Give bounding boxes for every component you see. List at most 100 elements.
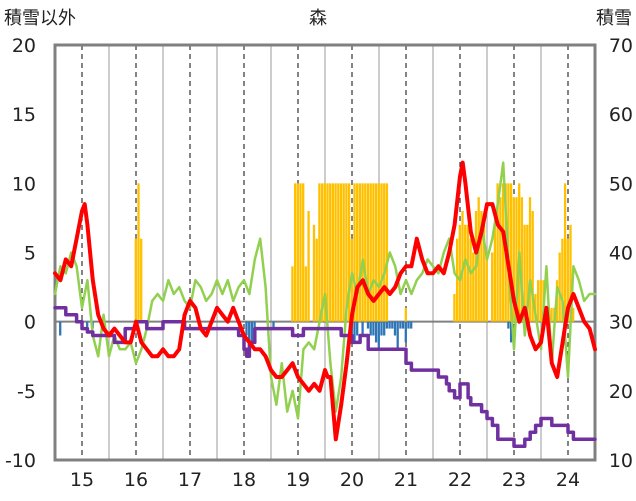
left-axis-label: 積雪以外 <box>4 8 76 29</box>
x-tick-label: 21 <box>394 469 418 491</box>
blue-bar <box>356 321 359 336</box>
blue-bar <box>407 321 410 329</box>
orange-bar <box>304 266 308 322</box>
orange-bar <box>550 307 553 322</box>
right-tick-label: 70 <box>609 35 633 57</box>
orange-bar <box>526 224 529 322</box>
orange-bar <box>404 307 407 322</box>
orange-bar <box>353 183 356 322</box>
x-tick-label: 19 <box>286 469 310 491</box>
blue-bar <box>372 321 375 336</box>
blue-bar <box>393 321 397 336</box>
x-tick-label: 23 <box>502 469 526 491</box>
blue-bar <box>404 321 407 343</box>
orange-bar <box>455 238 459 322</box>
orange-bar <box>326 183 329 322</box>
blue-bar <box>401 321 405 329</box>
orange-bar <box>364 183 367 322</box>
blue-bar <box>366 321 370 329</box>
blue-bar <box>383 321 386 336</box>
blue-bar <box>86 321 89 329</box>
bars <box>59 183 575 357</box>
orange-bar <box>496 183 499 322</box>
left-tick-label: 0 <box>24 312 36 334</box>
left-tick-label: 10 <box>12 173 36 195</box>
orange-bar <box>493 224 497 322</box>
orange-bar <box>466 224 470 322</box>
orange-bar <box>345 183 348 322</box>
orange-bar <box>569 224 572 322</box>
orange-bar <box>485 252 488 322</box>
orange-bar <box>499 197 502 322</box>
blue-bar <box>250 321 254 343</box>
orange-bar <box>480 211 483 322</box>
orange-bar <box>361 183 364 322</box>
right-tick-label: 30 <box>609 312 633 334</box>
plot-frame <box>53 43 597 462</box>
orange-bar <box>523 224 526 322</box>
right-tick-label: 40 <box>609 243 633 265</box>
series-lines <box>53 160 597 448</box>
right-axis-label: 積雪 <box>596 8 632 29</box>
blue-bar <box>253 321 256 329</box>
right-tick-label: 60 <box>609 104 633 126</box>
x-tick-label: 20 <box>340 469 364 491</box>
orange-bar <box>531 211 534 322</box>
right-tick-label: 20 <box>609 381 633 403</box>
orange-bar <box>383 183 386 322</box>
orange-bar <box>464 224 467 322</box>
orange-bar <box>491 252 494 322</box>
green-line <box>53 161 597 420</box>
orange-bar <box>385 183 389 322</box>
orange-bar <box>539 280 542 322</box>
orange-bar <box>501 183 505 322</box>
blue-bar <box>410 321 413 329</box>
orange-bar <box>299 183 302 322</box>
left-tick-label: 15 <box>12 104 36 126</box>
x-tick-label: 18 <box>232 469 256 491</box>
orange-bar <box>572 307 575 322</box>
orange-bar <box>469 238 472 322</box>
blue-bar <box>353 321 356 343</box>
x-tick-label: 16 <box>124 469 148 491</box>
left-tick-label: 20 <box>12 35 36 57</box>
blue-bar <box>391 321 394 329</box>
orange-bar <box>558 252 561 322</box>
orange-bar <box>566 238 569 322</box>
x-tick-label: 22 <box>448 469 472 491</box>
orange-bar <box>509 183 513 322</box>
orange-bar <box>291 266 294 322</box>
orange-bar <box>512 197 515 322</box>
chart-title: 森 <box>309 8 327 29</box>
orange-bar <box>315 238 318 322</box>
blue-bar <box>374 321 378 343</box>
orange-bar <box>140 238 143 322</box>
x-tick-label: 24 <box>556 469 580 491</box>
orange-bar <box>366 183 370 322</box>
orange-bar <box>307 211 310 322</box>
orange-bar <box>536 280 540 322</box>
blue-bar <box>385 321 389 329</box>
orange-bar <box>331 183 335 322</box>
orange-bar <box>323 183 326 322</box>
orange-bar <box>472 252 475 322</box>
blue-bar <box>369 321 372 336</box>
blue-bar <box>245 321 248 336</box>
orange-bar <box>342 183 345 322</box>
blue-bar <box>377 321 380 350</box>
orange-bar <box>293 183 297 322</box>
orange-bar <box>302 183 305 322</box>
x-tick-label: 15 <box>70 469 94 491</box>
orange-bar <box>374 183 378 322</box>
orange-bar <box>458 224 461 322</box>
orange-bar <box>453 294 456 322</box>
orange-bar <box>561 238 564 322</box>
left-tick-label: -10 <box>5 450 36 472</box>
blue-bar <box>509 321 513 343</box>
left-tick-label: -5 <box>17 381 36 403</box>
orange-bar <box>134 238 137 322</box>
blue-bar <box>399 321 402 329</box>
orange-bar <box>320 183 324 322</box>
blue-bar <box>59 321 62 336</box>
